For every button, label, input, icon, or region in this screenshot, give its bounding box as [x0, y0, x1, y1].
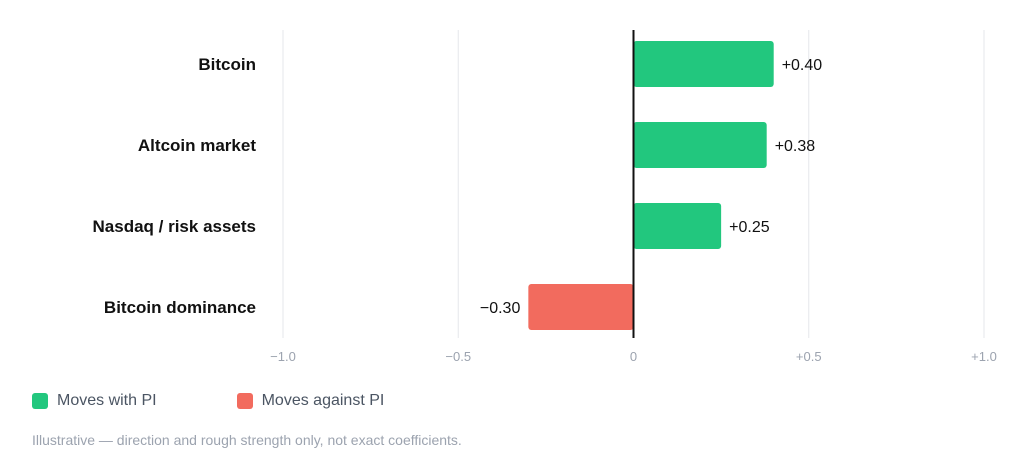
x-tick-label: 0: [630, 349, 637, 364]
bar-bitcoin: [633, 41, 774, 87]
legend: Moves with PI Moves against PI: [32, 392, 464, 410]
category-label: Bitcoin dominance: [104, 298, 256, 317]
bar-nasdaq-risk-assets: [633, 203, 722, 249]
category-label: Altcoin market: [138, 136, 256, 155]
bars: [528, 41, 774, 330]
correlation-bar-chart: Bitcoin Altcoin market Nasdaq / risk asset…: [93, 30, 997, 364]
x-tick-label: −0.5: [445, 349, 471, 364]
grid-lines: [282, 30, 985, 338]
category-labels: Bitcoin Altcoin market Nasdaq / risk asset…: [93, 55, 257, 317]
legend-swatch-with-pi: [32, 393, 48, 409]
value-label: +0.38: [775, 138, 816, 155]
legend-item-against-pi: Moves against PI: [236, 392, 385, 410]
x-tick-label: +0.5: [796, 349, 822, 364]
value-labels: +0.40 +0.38 +0.25 −0.30: [480, 57, 822, 317]
bar-altcoin-market: [633, 122, 767, 168]
category-label: Nasdaq / risk assets: [93, 217, 256, 236]
legend-label-against-pi: Moves against PI: [261, 392, 385, 409]
legend-label-with-pi: Moves with PI: [57, 392, 157, 409]
value-label: −0.30: [480, 300, 521, 317]
category-label: Bitcoin: [198, 55, 256, 74]
x-tick-label: −1.0: [270, 349, 296, 364]
x-tick-label: +1.0: [971, 349, 997, 364]
legend-swatch-against-pi: [236, 393, 253, 409]
value-label: +0.25: [729, 219, 770, 236]
x-tick-labels: −1.0 −0.5 0 +0.5 +1.0: [270, 349, 997, 364]
legend-item-with-pi: Moves with PI: [32, 392, 157, 410]
value-label: +0.40: [782, 57, 823, 74]
bar-bitcoin-dominance: [528, 284, 634, 330]
footnote: Illustrative — direction and rough stren…: [32, 432, 462, 448]
